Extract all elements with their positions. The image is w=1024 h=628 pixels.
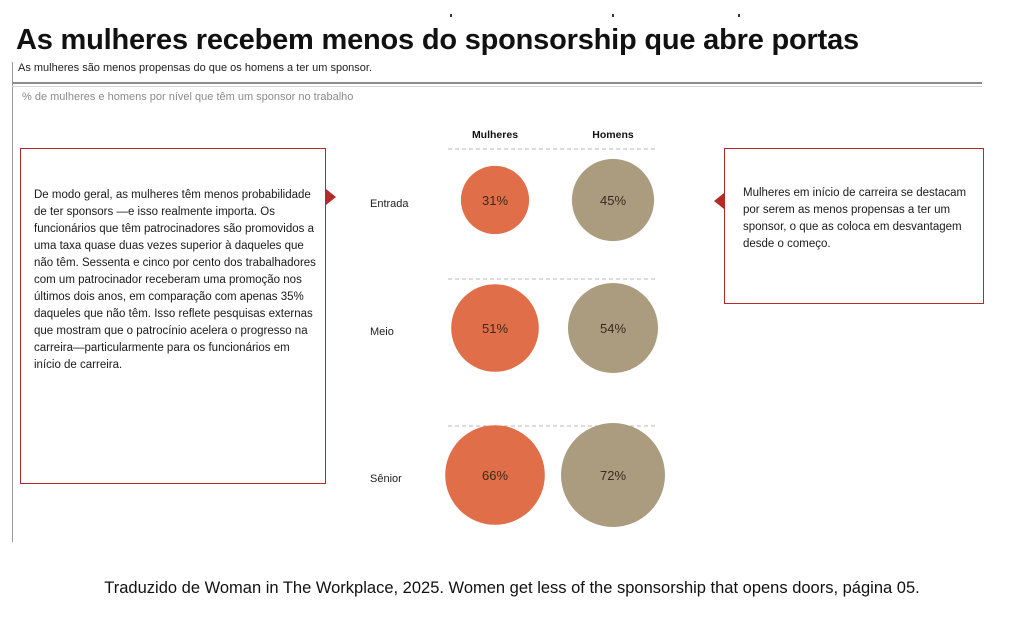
bubble-homens-senior	[561, 423, 665, 527]
bubble-homens-entrada	[571, 158, 655, 242]
value-label-mulheres-senior: 66%	[482, 468, 508, 483]
bubble-homens-meio	[568, 283, 658, 373]
value-label-homens-entrada: 45%	[600, 193, 626, 208]
right-callout-box: Mulheres em início de carreira se destac…	[724, 148, 984, 304]
row-label-entrada: Entrada	[370, 198, 409, 210]
source-note: Traduzido de Woman in The Workplace, 202…	[104, 579, 920, 597]
column-header-homens: Homens	[592, 129, 634, 141]
column-header-mulheres: Mulheres	[472, 129, 518, 141]
header-divider-light	[12, 86, 982, 87]
bubble-chart: Mulheres Homens Entrada 31% 45% Meio 51% 54% Sên…	[370, 129, 665, 527]
chart-caption: % de mulheres e homens por nível que têm…	[22, 91, 354, 103]
bubble-mulheres-entrada	[460, 165, 530, 235]
row-label-meio: Meio	[370, 326, 394, 338]
left-callout-box: De modo geral, as mulheres têm menos pro…	[20, 148, 326, 484]
bubble-mulheres-senior	[445, 425, 545, 525]
left-divider	[12, 62, 13, 542]
value-label-mulheres-meio: 51%	[482, 321, 508, 336]
left-callout-text: De modo geral, as mulheres têm menos pro…	[34, 189, 316, 371]
page-title: As mulheres recebem menos do sponsorship…	[16, 24, 859, 56]
right-callout-text: Mulheres em início de carreira se destac…	[743, 187, 967, 250]
value-label-homens-senior: 72%	[600, 468, 626, 483]
header-divider	[12, 82, 982, 84]
row-label-senior: Sênior	[370, 473, 402, 485]
value-label-mulheres-entrada: 31%	[482, 193, 508, 208]
right-callout-pointer	[714, 193, 724, 209]
bubble-mulheres-meio	[451, 284, 539, 372]
page-subtitle: As mulheres são menos propensas do que o…	[18, 62, 373, 74]
left-callout-pointer	[326, 189, 336, 205]
value-label-homens-meio: 54%	[600, 321, 626, 336]
